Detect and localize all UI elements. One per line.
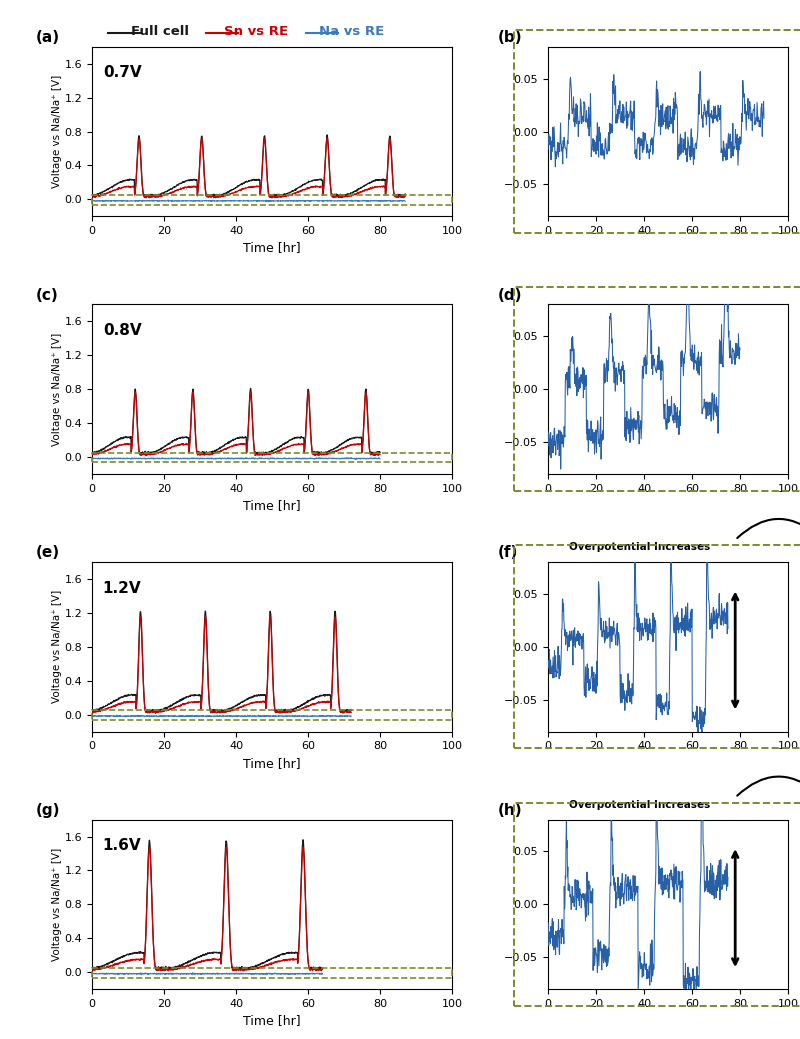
Text: (g): (g) [36, 803, 61, 818]
Text: Overpotential Increases: Overpotential Increases [569, 542, 710, 552]
Text: (f): (f) [498, 545, 518, 560]
Y-axis label: Voltage vs Na/Na⁺ [V]: Voltage vs Na/Na⁺ [V] [52, 332, 62, 446]
Text: 0.8V: 0.8V [102, 323, 142, 338]
X-axis label: Time [hr]: Time [hr] [243, 756, 301, 770]
Bar [92, 711, 452, 720]
Y-axis label: Voltage vs Na/Na⁺ [V]: Voltage vs Na/Na⁺ [V] [52, 75, 62, 188]
Y-axis label: Voltage vs Na/Na⁺ [V]: Voltage vs Na/Na⁺ [V] [52, 848, 62, 961]
Text: (c): (c) [36, 288, 59, 302]
Text: 1.2V: 1.2V [102, 581, 142, 595]
Y-axis label: Voltage vs Na/Na⁺ [V]: Voltage vs Na/Na⁺ [V] [52, 590, 62, 703]
Bar [92, 195, 452, 205]
Text: (a): (a) [36, 30, 60, 45]
Text: (d): (d) [498, 288, 522, 302]
X-axis label: Time [hr]: Time [hr] [243, 241, 301, 255]
Text: 1.6V: 1.6V [102, 838, 142, 853]
Text: Na vs RE: Na vs RE [319, 25, 385, 38]
Text: (b): (b) [498, 30, 522, 45]
Text: Full cell: Full cell [131, 25, 189, 38]
Text: (e): (e) [36, 545, 60, 560]
Text: Sn vs RE: Sn vs RE [224, 25, 288, 38]
X-axis label: Time [hr]: Time [hr] [243, 499, 301, 512]
Text: 0.7V: 0.7V [102, 65, 142, 80]
Text: (h): (h) [498, 803, 522, 818]
Bar [92, 968, 452, 978]
Text: Overpotential Increases: Overpotential Increases [569, 800, 710, 809]
X-axis label: Time [hr]: Time [hr] [243, 1014, 301, 1028]
Bar [92, 453, 452, 462]
